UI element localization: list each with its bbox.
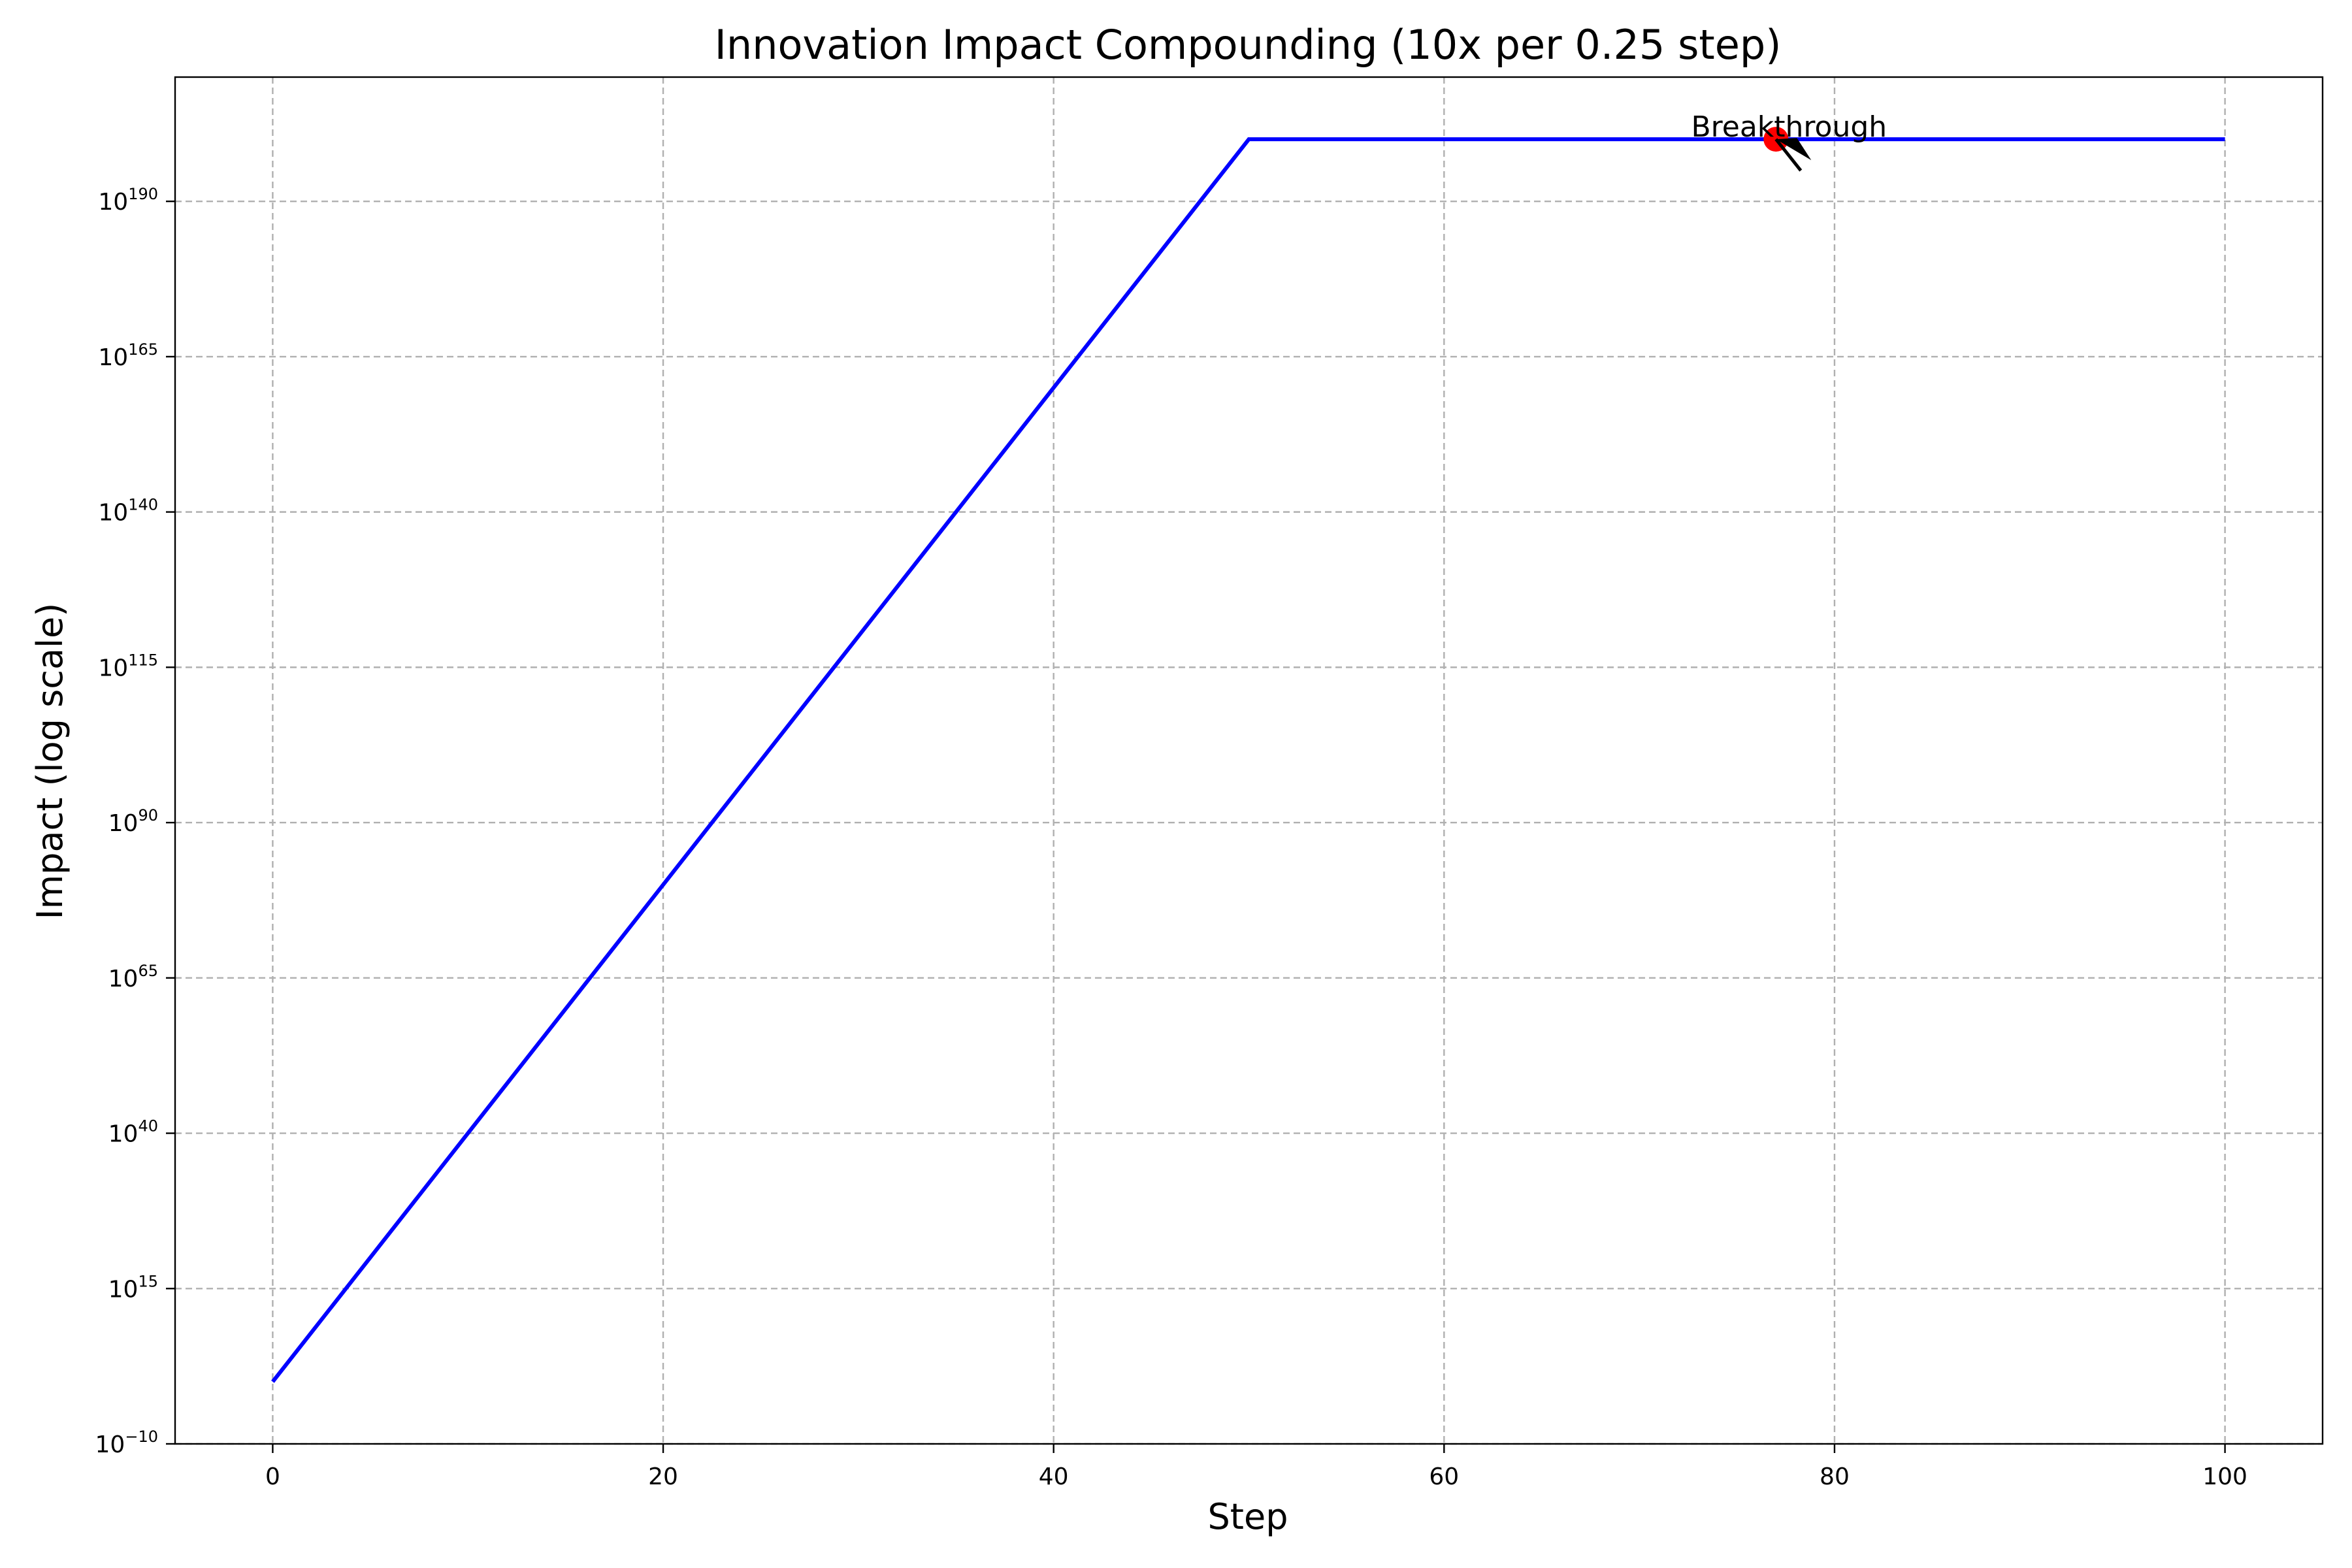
annotation-label: Breakthrough [1691, 110, 1887, 144]
x-tick-label: 60 [1429, 1463, 1459, 1490]
tick-layer: 0 20 40 60 80 100 10−10 1015 1040 1065 1090 10115 10… [95, 185, 2247, 1490]
chart-title: Innovation Impact Compounding (10x per 0… [715, 21, 1782, 69]
y-tick-label: 10190 [98, 185, 158, 216]
y-tick-label: 1040 [108, 1117, 158, 1148]
x-tick-label: 0 [265, 1463, 280, 1490]
y-tick-label: 10115 [98, 651, 158, 681]
y-tick-label: 1065 [108, 962, 158, 992]
x-tick-label: 40 [1039, 1463, 1069, 1490]
x-tick-label: 100 [2202, 1463, 2247, 1490]
y-tick-label: 10140 [98, 496, 158, 527]
y-tick-label: 10−10 [95, 1428, 158, 1458]
annotation-arrow [1776, 138, 1812, 161]
annotation-arrow-shaft [1774, 138, 1803, 172]
y-tick-label: 1090 [108, 806, 158, 837]
series-line [271, 137, 2225, 1383]
y-axis-label: Impact (log scale) [29, 603, 71, 920]
x-tick-label: 20 [648, 1463, 678, 1490]
annotation-layer: Breakthrough [1691, 110, 1887, 172]
plot-frame [174, 76, 2324, 1445]
x-tick-label: 80 [1820, 1463, 1850, 1490]
y-tick-label: 1015 [108, 1272, 158, 1303]
y-tick-label: 10165 [98, 340, 158, 371]
series-layer [271, 137, 2225, 1383]
x-axis-label: Step [1208, 1496, 1288, 1537]
